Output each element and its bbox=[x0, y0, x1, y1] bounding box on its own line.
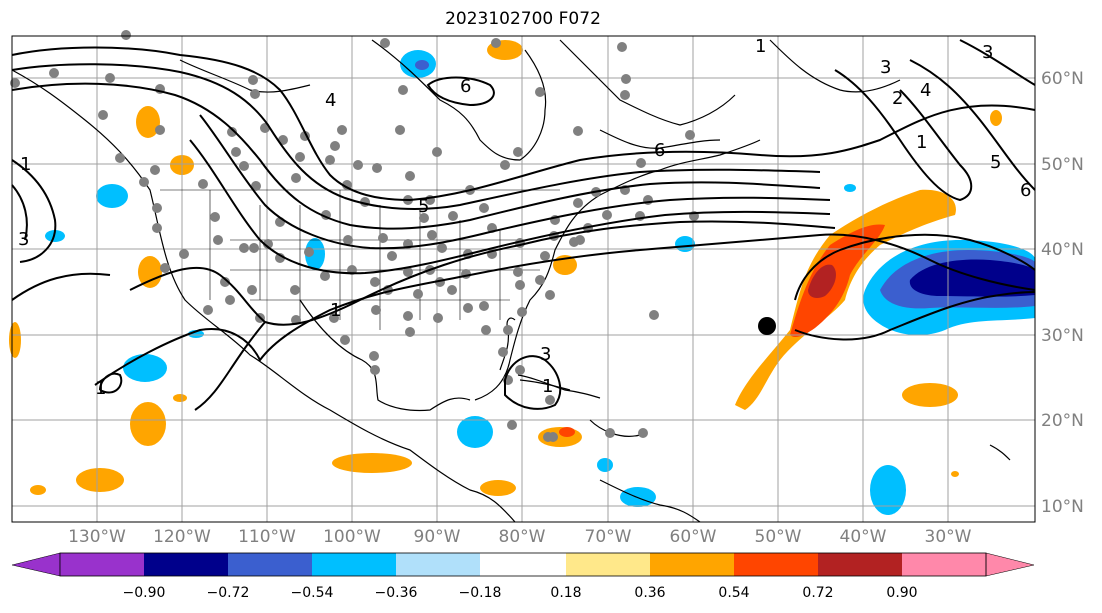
latitude-labels: 60°N 50°N 40°N 30°N 20°N 10°N bbox=[1041, 69, 1084, 517]
graticule bbox=[12, 36, 1035, 522]
colorbar-tick-label: 0.72 bbox=[802, 585, 833, 601]
lon-label: 100°W bbox=[323, 527, 381, 547]
contour-label: 3 bbox=[540, 344, 551, 365]
contour-label: 3 bbox=[982, 42, 993, 63]
anomaly-shading bbox=[9, 40, 1035, 515]
lon-label: 130°W bbox=[68, 527, 126, 547]
colorbar-tick-label: 0.54 bbox=[718, 585, 749, 601]
lon-label: 120°W bbox=[153, 527, 211, 547]
colorbar-tick-label: 0.90 bbox=[886, 585, 917, 601]
colorbar-segment bbox=[396, 553, 480, 576]
colorbar-segment bbox=[818, 553, 902, 576]
contour-label: 1 bbox=[20, 154, 31, 175]
colorbar-segment bbox=[734, 553, 818, 576]
contour-label: 3 bbox=[18, 229, 29, 250]
contour-label: 1 bbox=[542, 376, 553, 397]
lat-label: 50°N bbox=[1041, 155, 1084, 175]
lon-label: 60°W bbox=[670, 527, 717, 547]
colorbar-segment bbox=[480, 553, 566, 576]
colorbar-tick-label: 0.36 bbox=[634, 585, 665, 601]
contour-label: 6 bbox=[1020, 180, 1031, 201]
lon-label: 30°W bbox=[925, 527, 972, 547]
lon-label: 80°W bbox=[499, 527, 546, 547]
lon-label: 110°W bbox=[238, 527, 296, 547]
lat-label: 10°N bbox=[1041, 497, 1084, 517]
contour-label: 6 bbox=[460, 76, 471, 97]
lon-label: 40°W bbox=[840, 527, 887, 547]
colorbar-outline bbox=[59, 552, 987, 577]
colorbar-min-extension bbox=[11, 552, 61, 577]
colorbar-tick-label: −0.36 bbox=[375, 585, 418, 601]
contour-label: 1 bbox=[755, 36, 766, 57]
longitude-labels: 130°W 120°W 110°W 100°W 90°W 80°W 70°W 6… bbox=[68, 527, 972, 547]
contour-label: 1 bbox=[330, 300, 341, 321]
colorbar-segment bbox=[312, 553, 396, 576]
colorbar-segment bbox=[228, 553, 312, 576]
colorbar-tick-label: −0.90 bbox=[123, 585, 166, 601]
colorbar-tick-label: −0.54 bbox=[291, 585, 334, 601]
lat-label: 30°N bbox=[1041, 326, 1084, 346]
contour-label: 4 bbox=[920, 80, 931, 101]
lon-label: 90°W bbox=[414, 527, 461, 547]
lat-label: 20°N bbox=[1041, 411, 1084, 431]
contour-label: 1 bbox=[95, 378, 106, 399]
max-positive-anomaly bbox=[808, 264, 836, 298]
map-title: 2023102700 F072 bbox=[445, 9, 601, 29]
max-negative-anomaly bbox=[909, 259, 1035, 297]
storm-center-marker bbox=[758, 317, 776, 335]
colorbar-tick-label: 0.18 bbox=[550, 585, 581, 601]
map-frame bbox=[11, 35, 1036, 523]
colorbar-segment bbox=[144, 553, 228, 576]
colorbar: −0.90 −0.72 −0.54 −0.36 −0.18 0.18 0.36 … bbox=[11, 552, 1035, 601]
colorbar-segment bbox=[902, 553, 986, 576]
contour-label: 5 bbox=[418, 196, 429, 217]
lat-label: 60°N bbox=[1041, 69, 1084, 89]
colorbar-segment bbox=[566, 553, 650, 576]
contour-label: 3 bbox=[880, 57, 891, 78]
contour-lines bbox=[11, 39, 1036, 411]
lat-label: 40°N bbox=[1041, 240, 1084, 260]
contour-label: 1 bbox=[916, 132, 927, 153]
colorbar-tick-label: −0.18 bbox=[459, 585, 502, 601]
colorbar-max-extension bbox=[985, 552, 1035, 577]
positive-anomaly-band bbox=[735, 189, 956, 410]
lon-label: 70°W bbox=[585, 527, 632, 547]
colorbar-tick-label: −0.72 bbox=[207, 585, 250, 601]
contour-label-group: 1 2 3 3 4 4 5 5 6 6 6 1 1 1 1 1 3 3 bbox=[18, 36, 1031, 399]
lon-label: 50°W bbox=[755, 527, 802, 547]
colorbar-segment bbox=[60, 553, 144, 576]
contour-label: 6 bbox=[654, 140, 665, 161]
contour-label: 2 bbox=[892, 88, 903, 109]
contour-label: 5 bbox=[990, 152, 1001, 173]
strong-positive-anomaly bbox=[790, 224, 885, 338]
contour-label: 4 bbox=[325, 90, 336, 111]
colorbar-segment bbox=[650, 553, 734, 576]
